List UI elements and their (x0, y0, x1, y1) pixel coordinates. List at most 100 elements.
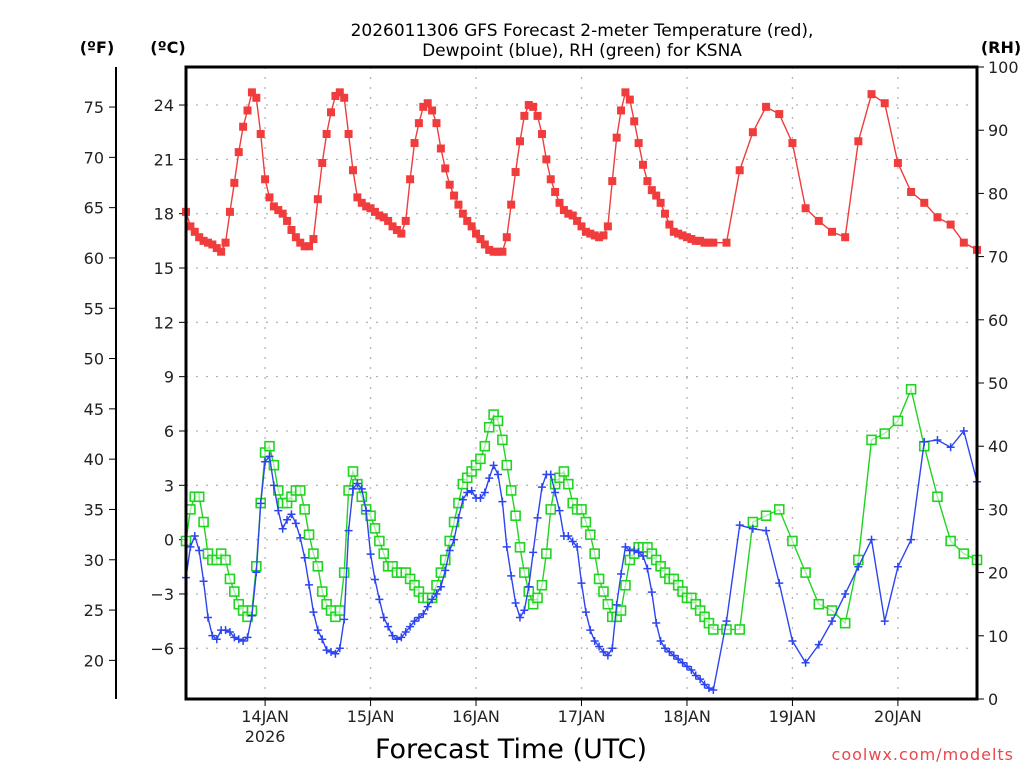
dewpoint-point (577, 579, 586, 588)
dewpoint-point (841, 589, 850, 598)
rh-point (268, 459, 280, 471)
dewpoint-point (458, 495, 467, 504)
rh-point (787, 535, 798, 547)
temperature-point (283, 216, 292, 225)
time-year-label: 2026 (245, 727, 286, 746)
dewpoint-point (621, 542, 630, 551)
dewpoint-point (388, 631, 397, 640)
dewpoint-point (269, 481, 278, 490)
temperature-point (660, 209, 669, 218)
dewpoint-point (959, 426, 968, 435)
temperature-point (467, 222, 476, 231)
credit-link[interactable]: coolwx.com/modelts (832, 745, 1014, 764)
time-tick-label: 17JAN (558, 707, 606, 726)
celsius-axis-label: (ºC) (150, 38, 185, 57)
dewpoint-point (696, 675, 705, 684)
temperature-point (489, 247, 498, 256)
rh-point (272, 485, 284, 496)
temperature-point (458, 209, 467, 218)
temperature-point (366, 204, 375, 213)
dewpoint-point (502, 542, 511, 551)
dewpoint-point (203, 613, 212, 622)
temperature-point (709, 238, 718, 247)
dewpoint-point (318, 635, 327, 644)
rh-point (198, 516, 209, 528)
temperature-point (652, 191, 661, 200)
temperature-point (190, 227, 199, 236)
temperature-point (327, 108, 336, 117)
series-temperature (182, 88, 981, 256)
temperature-point (441, 164, 450, 173)
temperature-point (827, 227, 836, 236)
dewpoint-point (564, 532, 573, 541)
dewpoint-point (384, 622, 393, 631)
dewpoint-point (573, 542, 582, 551)
dewpoint-point (581, 608, 590, 617)
time-tick-label: 18JAN (663, 707, 711, 726)
dewpoint-point (239, 637, 248, 646)
temperature-point (414, 119, 423, 128)
dewpoint-point (617, 570, 626, 579)
rh-point (264, 440, 275, 452)
celsius-tick-label: 21 (154, 150, 174, 169)
dewpoint-point (397, 633, 406, 642)
temperature-point (221, 238, 230, 247)
rh-point (475, 453, 486, 465)
celsius-tick-label: −6 (150, 639, 174, 658)
dewpoint-point (647, 588, 656, 597)
dewpoint-point (410, 617, 419, 626)
title-line-2: Dewpoint (blue), RH (green) for KSNA (422, 41, 742, 61)
temperature-point (682, 233, 691, 242)
dewpoint-point (507, 571, 516, 580)
dewpoint-point (709, 685, 718, 694)
temperature-point (669, 227, 678, 236)
temperature-point (199, 236, 208, 245)
dewpoint-point (480, 488, 489, 497)
dewpoint-point (225, 627, 234, 636)
rh-point (378, 548, 390, 559)
temperature-point (674, 229, 683, 238)
fahrenheit-tick-label: 35 (84, 500, 104, 519)
temperature-point (524, 101, 533, 110)
celsius-tick-label: 24 (154, 96, 174, 115)
temperature-point (696, 236, 705, 245)
temperature-point (230, 178, 239, 187)
rh-point (932, 491, 943, 503)
dewpoint-point (893, 562, 902, 571)
fahrenheit-tick-label: 40 (84, 450, 104, 469)
time-tick-label: 16JAN (452, 707, 500, 726)
temperature-point (217, 247, 226, 256)
dewpoint-point (305, 580, 314, 589)
rh-point (593, 573, 605, 585)
dewpoint-point (463, 488, 472, 497)
temperature-point (691, 236, 700, 245)
temperature-point (406, 175, 415, 184)
dewpoint-point (291, 519, 300, 528)
temperature-point (520, 111, 529, 120)
rh-point (773, 504, 785, 515)
time-axis: 14JAN 15JAN 16JAN 17JAN 18JAN 19JAN 20JAN 2026 (241, 699, 922, 746)
temperature-point (735, 166, 744, 175)
temperature-point (375, 211, 384, 220)
dewpoint-point (612, 600, 621, 609)
temperature-point (577, 222, 586, 231)
temperature-point (665, 220, 674, 229)
rh-point (334, 605, 346, 616)
temperature-point (291, 233, 300, 242)
dewpoint-point (379, 613, 388, 622)
rh-tick-label: 0 (988, 690, 998, 709)
temperature-point (203, 238, 212, 247)
rh-point (308, 548, 319, 559)
dewpoint-point (300, 553, 309, 562)
dewpoint-point (775, 579, 784, 588)
chart-title: 2026011306 GFS Forecast 2-meter Temperat… (351, 21, 814, 61)
dewpoint-point (401, 627, 410, 636)
temperature-point (854, 137, 863, 146)
dewpoint-point (524, 582, 533, 591)
fahrenheit-tick-label: 65 (84, 199, 104, 218)
dewpoint-point (722, 617, 731, 626)
temperature-point (278, 209, 287, 218)
rh-tick-label: 30 (988, 500, 1008, 519)
fahrenheit-tick-label: 70 (84, 148, 104, 167)
